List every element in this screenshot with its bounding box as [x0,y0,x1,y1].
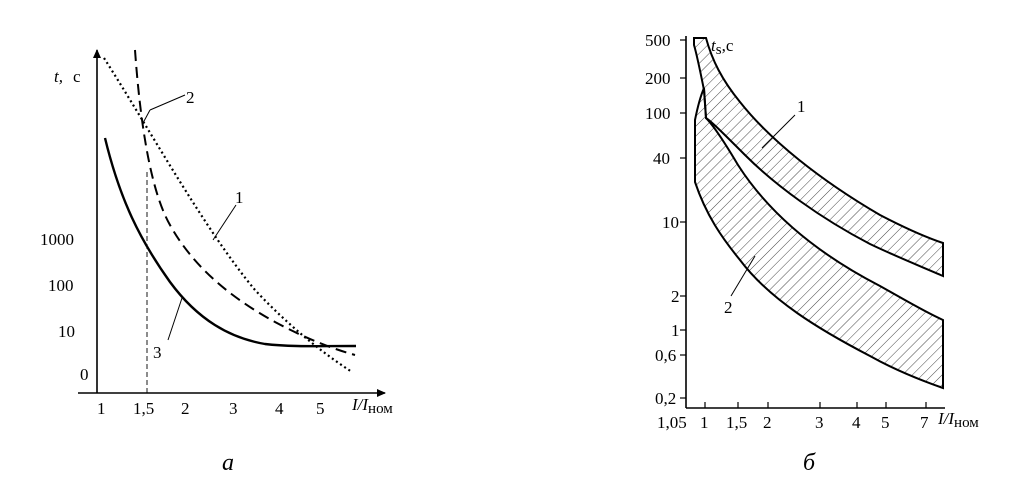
chart-b-xtick: 1,5 [726,413,747,432]
chart-a-caption: а [222,450,234,476]
chart-b-xlabel-sub: ном [954,415,979,431]
chart-b-ytick: 500 [645,31,671,50]
chart-b-leader-2 [730,255,756,297]
chart-b-ytick: 100 [645,104,671,123]
chart-b-ytick: 1 [671,321,680,340]
chart-a-ytick: 1000 [40,230,74,249]
chart-b-ytick: 40 [653,149,670,168]
chart-a-xtick: 1 [97,399,106,418]
chart-a-curve-label-3: 3 [153,343,162,362]
chart-b-xtick: 2 [763,413,772,432]
chart-b-ytick: 0,6 [655,346,676,365]
chart-b-xtick: 1,05 [657,413,687,432]
chart-a-xtick: 3 [229,399,238,418]
chart-b-xlabel-var: I/I [937,409,955,428]
chart-a-xtick: 5 [316,399,325,418]
chart-b-xtick: 3 [815,413,824,432]
chart-b-band-1 [693,37,944,278]
chart-a-curve-label-1: 1 [235,188,244,207]
chart-a-ytick: 10 [58,322,75,341]
chart-b-xtick-marks [704,402,927,408]
chart-b-ytick: 0,2 [655,389,676,408]
chart-b-xlabel: I/Iном [937,409,979,431]
chart-b-caption: б [803,450,816,476]
chart-a-ylabel-unit: с [73,67,81,86]
chart-a-ytick: 0 [80,365,89,384]
chart-a-xtick: 1,5 [133,399,154,418]
chart-a-leader-2 [149,94,186,111]
chart-b-band-label-1: 1 [797,97,806,116]
chart-b-leader-1 [761,114,796,149]
chart-b-xtick: 4 [852,413,861,432]
chart-b-ytick: 200 [645,69,671,88]
chart-b-ytick-marks [680,39,686,399]
chart-a-ytick: 100 [48,276,74,295]
chart-b-band-2 [694,87,944,390]
chart-a-xtick: 4 [275,399,284,418]
chart-b-ytick: 10 [662,213,679,232]
chart-b: 500 200 100 40 10 2 1 0,6 0,2 ts,с 1,05 … [645,31,979,476]
chart-a-xtick: 2 [181,399,190,418]
chart-a: t, с 1000 100 10 0 1 1,5 2 3 4 5 I/Iном … [40,49,393,476]
chart-a-xlabel-sub: ном [368,401,393,417]
chart-a-xlabel: I/Iном [351,395,393,417]
chart-a-curve-label-2: 2 [186,88,195,107]
chart-b-ylabel-sub: s [716,42,722,58]
chart-a-leader-3 [167,297,183,341]
chart-b-xtick: 7 [920,413,929,432]
chart-a-xlabel-var: I/I [351,395,369,414]
chart-b-ylabel: ts,с [711,36,734,58]
chart-a-ylabel-var: t, [54,67,63,86]
chart-b-xtick: 1 [700,413,709,432]
chart-b-xtick: 5 [881,413,890,432]
chart-b-ylabel-var: t [711,36,717,55]
chart-a-curve-2 [134,49,356,356]
chart-b-ylabel-unit: ,с [722,36,734,55]
chart-a-curve-3 [103,137,357,348]
chart-b-ytick: 2 [671,287,680,306]
chart-a-leader-1 [212,204,237,241]
chart-a-curve-1 [103,57,353,373]
chart-a-leader-2b [142,109,151,124]
chart-b-band-label-2: 2 [724,298,733,317]
